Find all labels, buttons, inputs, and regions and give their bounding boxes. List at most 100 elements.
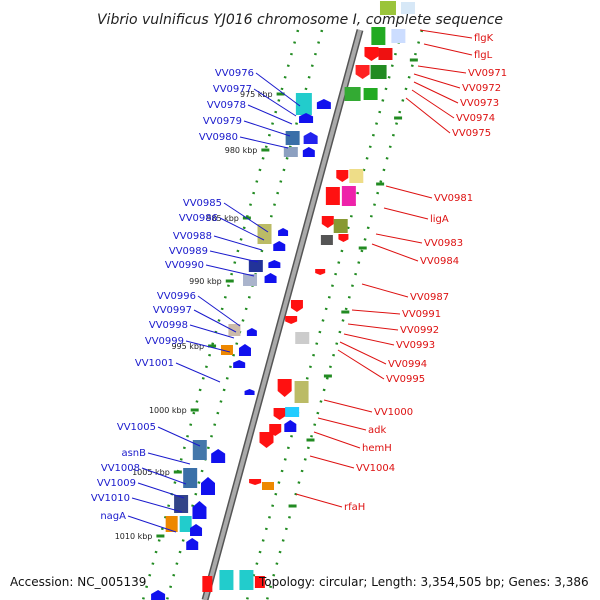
- gene-label-right[interactable]: VV0993: [396, 340, 435, 351]
- leader-line: [361, 283, 409, 298]
- gene-label-right[interactable]: VV0981: [434, 193, 473, 204]
- leader-line: [239, 136, 289, 149]
- kbp-tick-label: 1005 kbp: [132, 468, 170, 477]
- gene-block: [363, 88, 378, 100]
- gene-block: [349, 169, 364, 183]
- leader-line: [337, 349, 385, 380]
- gene-label-left[interactable]: VV0980: [199, 132, 238, 143]
- gene-label-left[interactable]: VV1008: [101, 463, 140, 474]
- gene-block: [320, 235, 333, 245]
- forward-gene-arrow: [201, 477, 215, 495]
- gene-label-left[interactable]: VV0997: [153, 305, 192, 316]
- kbp-tick-label: 975 kbp: [240, 90, 273, 99]
- forward-gene-arrow: [211, 449, 226, 463]
- gene-label-left[interactable]: VV0988: [173, 231, 212, 242]
- gene-label-right[interactable]: VV0991: [402, 309, 441, 320]
- gene-label-left[interactable]: VV0996: [157, 291, 196, 302]
- leader-line: [255, 72, 301, 107]
- gene-block: [295, 332, 310, 344]
- gene-label-right[interactable]: VV0984: [420, 256, 459, 267]
- forward-gene-arrow: [264, 273, 277, 283]
- strand-guide-line: [141, 29, 300, 600]
- strand-guide-line: [265, 29, 424, 600]
- gene-block: [370, 65, 387, 79]
- gene-block: [371, 27, 386, 45]
- gene-label-left[interactable]: asnB: [121, 448, 146, 459]
- gene-label-right[interactable]: VV0975: [452, 128, 491, 139]
- reverse-gene-arrow: [290, 300, 303, 312]
- gene-label-left[interactable]: VV0990: [165, 260, 204, 271]
- gene-label-left[interactable]: VV1005: [117, 422, 156, 433]
- forward-gene-arrow: [244, 389, 255, 395]
- gene-label-left[interactable]: VV0986: [179, 213, 218, 224]
- gene-label-left[interactable]: nagA: [100, 511, 126, 522]
- gene-label-right[interactable]: rfaH: [344, 502, 365, 513]
- gene-label-left[interactable]: VV0977: [213, 84, 252, 95]
- leader-line: [317, 417, 367, 431]
- gene-block: [243, 274, 258, 286]
- forward-gene-arrow: [303, 132, 318, 144]
- gene-label-left[interactable]: VV0998: [149, 320, 188, 331]
- forward-gene-arrow: [186, 538, 199, 550]
- left-gene-labels: VV0976 VV0977 VV0978 VV0979 VV0980 VV0985 VV09…: [91, 68, 254, 522]
- gene-block: [183, 468, 198, 488]
- gene-label-right[interactable]: VV0983: [424, 238, 463, 249]
- forward-gene-arrow: [273, 241, 286, 251]
- gene-label-left[interactable]: VV1010: [91, 493, 130, 504]
- reverse-gene-arrow: [355, 65, 370, 79]
- leader-line: [347, 323, 399, 331]
- leader-line: [157, 426, 201, 447]
- gene-label-left[interactable]: VV0989: [169, 246, 208, 257]
- gene-label-right[interactable]: ligA: [430, 214, 449, 225]
- leader-line: [295, 493, 343, 508]
- forward-gene-arrow: [299, 113, 314, 123]
- gene-block: [379, 1, 396, 15]
- gene-block: [285, 131, 300, 145]
- gene-label-right[interactable]: flgK: [474, 33, 494, 44]
- leader-line: [339, 341, 387, 365]
- gene-label-left[interactable]: VV0979: [203, 116, 242, 127]
- kbp-tick-label: 1000 kbp: [149, 406, 187, 415]
- strand-guide-line: [165, 29, 324, 600]
- leader-line: [193, 309, 237, 333]
- forward-gene-arrow: [192, 501, 207, 519]
- gene-label-right[interactable]: adk: [368, 425, 386, 436]
- gene-label-left[interactable]: VV0976: [215, 68, 254, 79]
- leader-line: [147, 452, 191, 465]
- leader-line: [375, 233, 423, 244]
- gene-label-right[interactable]: VV0994: [388, 359, 427, 370]
- gene-label-left[interactable]: VV1001: [135, 358, 174, 369]
- leader-line: [131, 497, 183, 513]
- reverse-gene-arrow: [285, 316, 298, 324]
- leader-line: [189, 324, 235, 339]
- leader-line: [223, 202, 269, 233]
- gene-label-right[interactable]: VV1004: [356, 463, 395, 474]
- gene-label-left[interactable]: VV0978: [207, 100, 246, 111]
- leader-line: [385, 185, 433, 199]
- gene-label-right[interactable]: hemH: [362, 443, 392, 454]
- leader-line: [419, 29, 473, 39]
- gene-label-left[interactable]: VV0985: [183, 198, 222, 209]
- gene-label-right[interactable]: VV0995: [386, 374, 425, 385]
- leader-line: [219, 217, 265, 241]
- gene-label-right[interactable]: VV0987: [410, 292, 449, 303]
- label-leaders: [127, 29, 473, 533]
- gene-block: [325, 187, 340, 205]
- gene-label-right[interactable]: VV0992: [400, 325, 439, 336]
- forward-gene-arrow: [316, 99, 331, 109]
- gene-label-right[interactable]: VV0973: [460, 98, 499, 109]
- kbp-ticks: 975 kbp 980 kbp 985 kbp 990 kbp 995 kbp 1000 …: [115, 58, 418, 541]
- gene-label-right[interactable]: VV0974: [456, 113, 495, 124]
- gene-label-left[interactable]: VV1009: [97, 478, 136, 489]
- gene-label-right[interactable]: VV0971: [468, 68, 507, 79]
- gene-label-right[interactable]: VV0972: [462, 83, 501, 94]
- reverse-gene-arrow: [273, 408, 286, 420]
- reverse-gene-arrow: [321, 216, 334, 228]
- gene-label-left[interactable]: VV0999: [145, 336, 184, 347]
- leader-line: [383, 207, 429, 220]
- kbp-tick-label: 990 kbp: [189, 277, 222, 286]
- gene-label-right[interactable]: flgL: [474, 50, 493, 61]
- strand-guide-line: [245, 29, 404, 600]
- leader-line: [417, 65, 467, 74]
- gene-label-right[interactable]: VV1000: [374, 407, 413, 418]
